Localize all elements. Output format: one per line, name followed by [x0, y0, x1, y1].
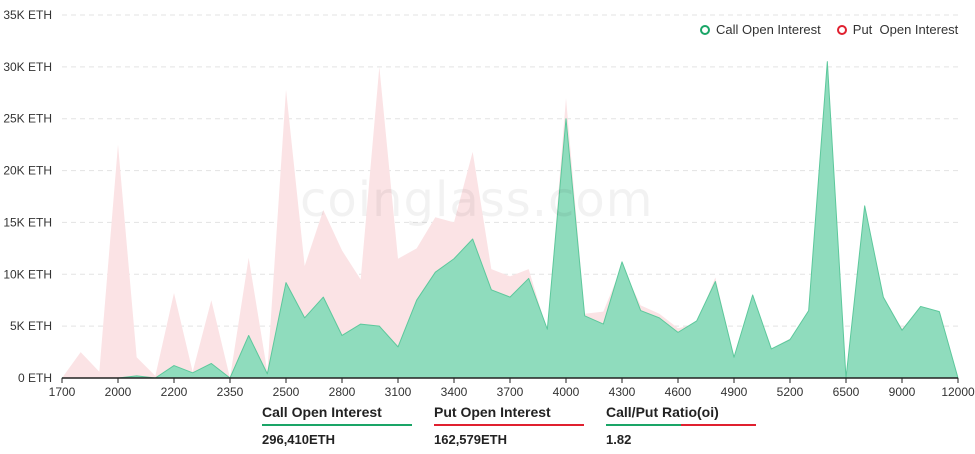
- x-tick-label: 2000: [105, 385, 132, 399]
- stat-put-bar: [434, 424, 584, 426]
- x-tick-label: 3400: [441, 385, 468, 399]
- stat-call-value: 296,410ETH: [262, 432, 335, 447]
- x-tick-label: 4300: [609, 385, 636, 399]
- legend-put-label: Put Open Interest: [852, 22, 959, 37]
- chart-canvas: 0 ETH 5K ETH 10K ETH 15K ETH 20K ETH 25K ETH 3…: [3, 8, 975, 399]
- legend-item-call[interactable]: Call Open Interest: [700, 22, 821, 37]
- stat-ratio: Call/Put Ratio(oi) 1.82: [606, 404, 756, 447]
- x-tick-label: 2350: [217, 385, 244, 399]
- stat-call: Call Open Interest 296,410ETH: [262, 404, 412, 447]
- y-tick-label: 5K ETH: [10, 319, 52, 333]
- y-tick-label: 35K ETH: [3, 8, 52, 22]
- stat-ratio-label: Call/Put Ratio(oi): [606, 404, 719, 420]
- legend-call-label: Call Open Interest: [716, 22, 821, 37]
- series-areas: [61, 61, 959, 379]
- stat-put-label: Put Open Interest: [434, 404, 551, 420]
- x-tick-label: 4000: [553, 385, 580, 399]
- legend-item-put[interactable]: Put Open Interest: [836, 22, 959, 37]
- y-tick-label: 0 ETH: [18, 371, 52, 385]
- stat-put: Put Open Interest 162,579ETH: [434, 404, 584, 447]
- x-tick-label: 2500: [273, 385, 300, 399]
- chart-legend: Call Open Interest Put Open Interest: [700, 22, 958, 37]
- y-tick-label: 15K ETH: [3, 215, 52, 229]
- stat-put-value: 162,579ETH: [434, 432, 507, 447]
- x-tick-label: 3100: [385, 385, 412, 399]
- y-tick-label: 10K ETH: [3, 267, 52, 281]
- y-tick-label: 25K ETH: [3, 112, 52, 126]
- x-axis-labels: 1700 2000 2200 2350 2500 2800 3100 3400 3700 4000…: [49, 378, 975, 399]
- put-dot-icon: [836, 24, 847, 35]
- y-tick-label: 20K ETH: [3, 164, 52, 178]
- x-tick-label: 12000: [941, 385, 975, 399]
- x-tick-label: 2800: [329, 385, 356, 399]
- stat-call-label: Call Open Interest: [262, 404, 382, 420]
- y-axis-labels: 0 ETH 5K ETH 10K ETH 15K ETH 20K ETH 25K ETH 3…: [3, 8, 52, 385]
- stat-call-bar: [262, 424, 412, 426]
- x-tick-label: 1700: [49, 385, 76, 399]
- y-tick-label: 30K ETH: [3, 60, 52, 74]
- x-tick-label: 6500: [833, 385, 860, 399]
- stat-ratio-bar: [606, 424, 756, 426]
- x-tick-label: 9000: [889, 385, 916, 399]
- summary-stats: Call Open Interest 296,410ETH Put Open I…: [262, 404, 756, 447]
- stat-ratio-value: 1.82: [606, 432, 632, 447]
- x-tick-label: 4900: [721, 385, 748, 399]
- x-tick-label: 3700: [497, 385, 524, 399]
- call-open-interest-area: [61, 61, 959, 379]
- call-dot-icon: [700, 24, 710, 35]
- x-tick-label: 4600: [665, 385, 692, 399]
- x-tick-label: 2200: [161, 385, 188, 399]
- x-tick-label: 5200: [777, 385, 804, 399]
